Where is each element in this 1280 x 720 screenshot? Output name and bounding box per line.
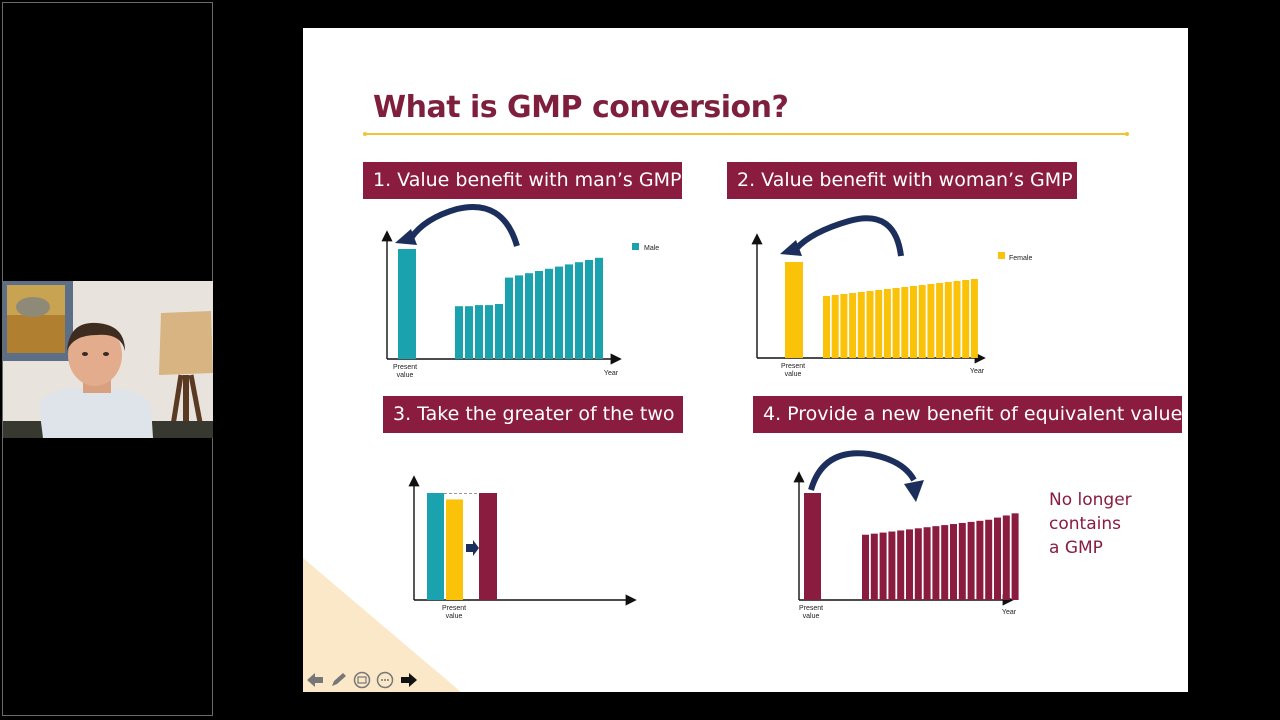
chart-1-bar	[545, 268, 553, 359]
chart-4-curved-arrow	[808, 450, 917, 491]
chart-2-bar	[970, 279, 978, 358]
chart-1-year-label: Year	[604, 370, 619, 377]
next-arrow-icon[interactable]	[399, 671, 419, 689]
chart-2-bar	[962, 280, 970, 358]
title-underline	[363, 132, 1129, 136]
previous-arrow-icon[interactable]	[305, 671, 325, 689]
chart-4-bar	[976, 520, 984, 600]
chart-4-bar	[994, 517, 1001, 600]
more-options-icon[interactable]	[376, 671, 396, 689]
presenter-webcam	[3, 281, 213, 438]
chart-4-present-value-label: value	[803, 613, 820, 620]
step-2-label: 2. Value benefit with woman’s GMP	[727, 162, 1077, 199]
presentation-slide: What is GMP conversion? 1. Value benefit…	[303, 28, 1188, 692]
chart-1-bar	[515, 275, 523, 359]
chart-2-bar	[910, 286, 917, 358]
chart-2-bar	[875, 290, 883, 358]
chart-3-greater-bar	[479, 493, 497, 600]
slide-corner-decoration	[303, 558, 461, 692]
chart-3-present-value-label: value	[446, 613, 463, 620]
chart-1-bar	[555, 266, 563, 359]
chart-2-legend-swatch	[998, 252, 1005, 259]
chart-2-bar	[953, 281, 961, 358]
chart-1-bar	[565, 264, 573, 359]
chart-2-present-value-label: value	[785, 371, 802, 378]
slide-view-icon[interactable]	[353, 671, 373, 689]
chart-2-curved-arrow-head	[780, 240, 802, 256]
chart-2-bar	[918, 285, 926, 358]
chart-4-year-label: Year	[1002, 609, 1017, 616]
chart-1-present-value-label: value	[397, 372, 414, 379]
chart-2-present-value-bar	[785, 262, 803, 358]
chart-2-curved-arrow	[793, 215, 904, 257]
no-gmp-note: No longer contains a GMP	[1049, 490, 1132, 558]
chart-4-bar	[862, 534, 869, 600]
chart-2-bar	[944, 282, 952, 358]
chart-4-present-value-label: Present	[799, 605, 823, 612]
chart-4-bar	[932, 526, 940, 600]
chart-4-bar	[888, 531, 896, 600]
chart-4-curved-arrow-head	[904, 480, 924, 502]
slide-title: What is GMP conversion?	[373, 90, 789, 125]
chart-4-bar	[1011, 513, 1019, 600]
chart-4-bar	[950, 524, 957, 600]
chart-2-bar	[857, 292, 865, 358]
chart-4-bar	[923, 527, 931, 600]
chart-2-bar	[823, 296, 830, 358]
chart-3-male-bar	[427, 493, 444, 600]
chart-1-bar	[475, 305, 483, 359]
chart-4-bar	[879, 532, 887, 600]
step-1-label: 1. Value benefit with man’s GMP	[363, 162, 682, 199]
chart-2-bar	[866, 291, 874, 358]
chart-4-bar	[967, 521, 975, 600]
chart-2-year-label: Year	[970, 368, 985, 375]
chart-2-present-value-label: Present	[781, 363, 805, 370]
chart-1-bar	[485, 305, 493, 359]
chart-2-bar	[901, 287, 909, 358]
chart-1-legend-label: Male	[644, 245, 659, 252]
chart-1-bar	[595, 257, 603, 359]
pen-icon[interactable]	[329, 671, 349, 689]
chart-1-legend-swatch	[632, 243, 639, 250]
chart-1-bar	[525, 273, 533, 359]
chart-4-bar	[1002, 515, 1010, 600]
chart-4-present-value-bar	[804, 493, 821, 600]
chart-2-bar	[883, 289, 891, 358]
chart-3-right-arrow-icon	[466, 540, 479, 556]
chart-4-bar	[897, 530, 905, 600]
chart-3-present-value-label: Present	[442, 605, 466, 612]
chart-1-curved-arrow-head	[395, 229, 417, 245]
chart-2-legend-label: Female	[1009, 255, 1032, 262]
chart-1-bar	[585, 260, 593, 359]
chart-1-curved-arrow	[408, 203, 520, 247]
chart-1-bar	[495, 304, 503, 359]
chart-3-female-bar	[446, 499, 463, 600]
chart-4-bar	[906, 529, 913, 600]
slideshow-controls	[303, 668, 433, 692]
chart-2-bar	[892, 288, 900, 358]
chart-1-bar	[505, 277, 513, 359]
step-4-label: 4. Provide a new benefit of equivalent v…	[753, 396, 1182, 433]
chart-4-bar	[985, 519, 993, 600]
chart-4-bar	[870, 533, 878, 600]
chart-4-bar	[914, 528, 922, 600]
chart-1-bar	[465, 306, 473, 359]
step-3-label: 3. Take the greater of the two	[383, 396, 683, 433]
chart-1-present-value-bar	[398, 249, 416, 359]
chart-1-present-value-label: Present	[393, 364, 417, 371]
chart-1-bar	[535, 271, 543, 359]
chart-2-bar	[840, 294, 848, 358]
chart-4-bar	[941, 525, 949, 600]
chart-2-bar	[936, 283, 944, 358]
chart-4-bar	[958, 522, 966, 600]
chart-2-bar	[927, 284, 935, 358]
chart-1-bar	[455, 306, 463, 359]
chart-2-bar	[849, 293, 857, 358]
chart-1-bar	[575, 262, 583, 359]
chart-2-bar	[831, 295, 839, 358]
